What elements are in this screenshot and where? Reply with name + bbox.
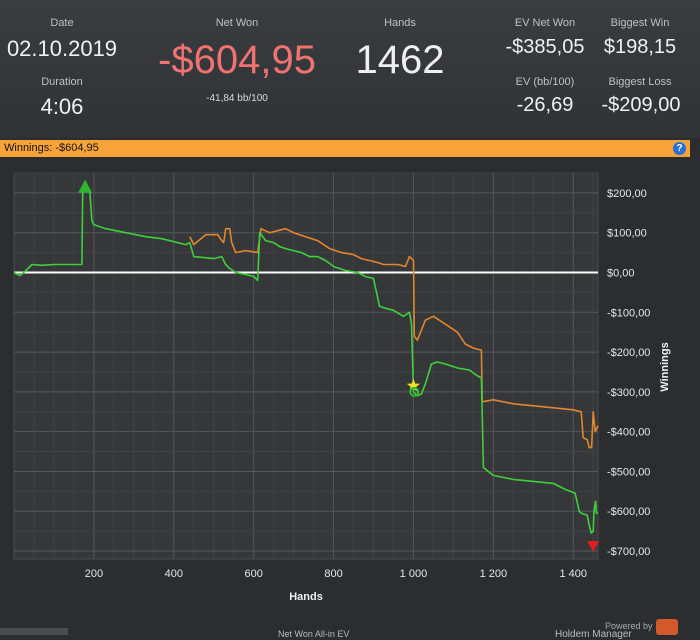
brand-logo-icon	[656, 619, 678, 635]
biggest-win-value: $198,15	[603, 36, 677, 58]
x-tick-label: 1 000	[400, 568, 428, 580]
y-tick-label: -$100,00	[607, 307, 650, 319]
x-tick-label: 1 200	[480, 568, 508, 580]
x-tick-label: 1 400	[559, 568, 587, 580]
winnings-chart-area: 200 400 600 800 1 000 1 200 1 400 $200,00 $100,…	[0, 157, 700, 640]
ev-bb100-value: -26,69	[516, 94, 574, 116]
x-tick-label: 800	[324, 568, 342, 580]
y-tick-label: -$200,00	[607, 347, 650, 359]
y-tick-label: $0,00	[607, 267, 635, 279]
winnings-bar-label: Winnings: -$604,95	[4, 142, 99, 154]
legend-footer: Net Won All-in EV	[278, 629, 350, 639]
series-line-1	[189, 227, 599, 449]
y-axis-label: Winnings	[659, 342, 671, 391]
series-line-0	[13, 188, 598, 534]
help-icon[interactable]: ?	[673, 142, 686, 155]
y-tick-label: -$400,00	[607, 427, 650, 439]
x-tick-label: 200	[85, 568, 103, 580]
y-tick-label: -$700,00	[607, 546, 650, 558]
net-won-value: -$604,95	[158, 38, 316, 82]
duration-label: Duration	[41, 76, 83, 88]
ev-bb100-label: EV (bb/100)	[515, 76, 575, 88]
net-won-bb100: -41,84 bb/100	[206, 93, 268, 104]
y-tick-label: -$300,00	[607, 387, 650, 399]
x-axis-label: Hands	[289, 591, 323, 603]
net-won-label: Net Won	[215, 17, 259, 29]
biggest-loss-value: -$209,00	[601, 94, 681, 116]
circle-marker	[409, 386, 420, 397]
ev-net-won-value: -$385,05	[505, 36, 585, 58]
biggest-loss-label: Biggest Loss	[608, 76, 672, 88]
stats-panel: Date 02.10.2019 Duration 4:06 Net Won -$…	[0, 0, 700, 138]
duration-value: 4:06	[40, 94, 84, 119]
biggest-win-marker	[78, 179, 93, 193]
date-label: Date	[50, 17, 74, 29]
date-value: 02.10.2019	[6, 36, 118, 61]
winnings-chart: 200 400 600 800 1 000 1 200 1 400 $200,00 $100,…	[0, 157, 700, 635]
biggest-loss-marker	[587, 541, 600, 553]
y-tick-label: -$600,00	[607, 506, 650, 518]
star-marker	[406, 378, 421, 392]
winnings-bar: Winnings: -$604,95 ?	[0, 140, 690, 157]
powered-by-label: Powered by	[605, 621, 653, 631]
hands-value: 1462	[355, 38, 445, 82]
y-tick-label: $200,00	[607, 188, 647, 200]
hands-label: Hands	[384, 17, 416, 29]
x-tick-label: 600	[244, 568, 262, 580]
biggest-win-label: Biggest Win	[610, 17, 670, 29]
x-tick-label: 400	[165, 568, 183, 580]
ev-net-won-label: EV Net Won	[514, 17, 576, 29]
y-tick-label: -$500,00	[607, 466, 650, 478]
y-tick-label: $100,00	[607, 228, 647, 240]
scrollbar-stub[interactable]	[0, 628, 68, 635]
